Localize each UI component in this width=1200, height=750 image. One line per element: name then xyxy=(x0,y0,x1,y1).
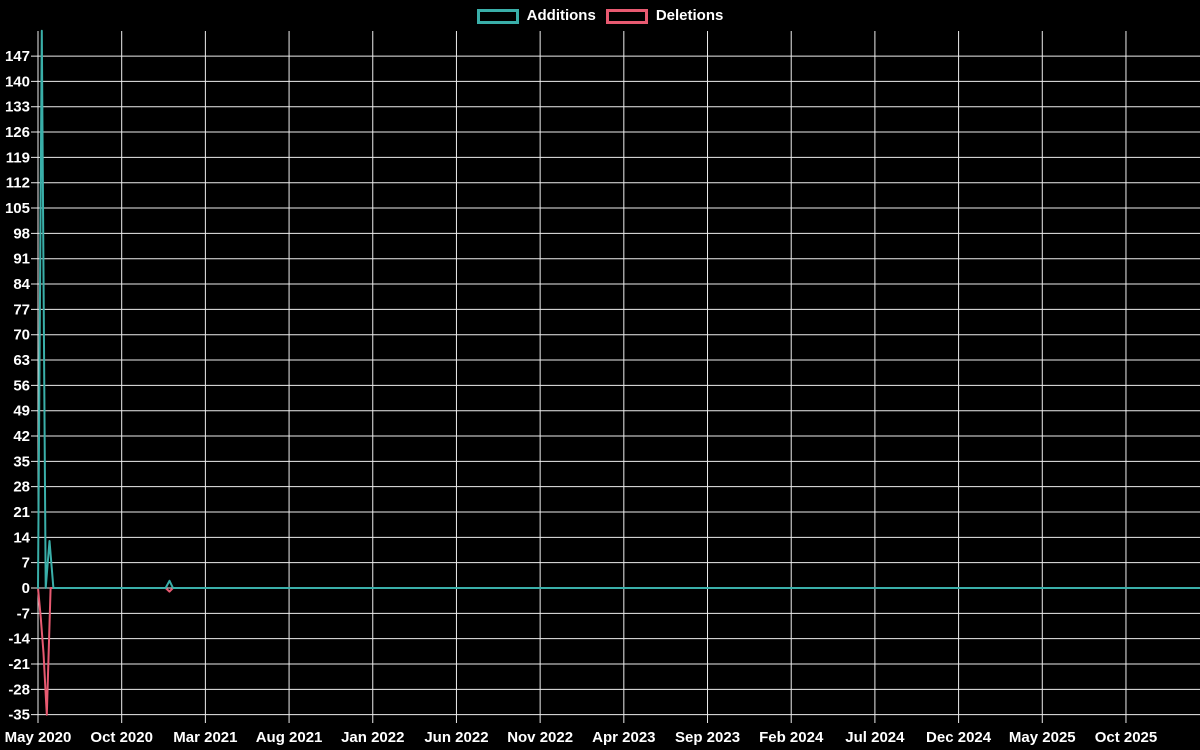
chart-legend: Additions Deletions xyxy=(0,8,1200,24)
x-tick-label: Nov 2022 xyxy=(507,729,573,746)
y-tick-label: 119 xyxy=(6,149,30,166)
gridlines xyxy=(31,31,1200,723)
x-tick-label: Sep 2023 xyxy=(675,729,740,746)
y-tick-label: 126 xyxy=(5,124,30,141)
x-tick-label: Oct 2025 xyxy=(1095,729,1158,746)
y-tick-label: 21 xyxy=(13,504,30,521)
y-tick-label: -14 xyxy=(8,631,30,648)
legend-item-additions[interactable]: Additions xyxy=(476,7,596,24)
y-tick-label: 112 xyxy=(6,175,30,192)
x-tick-label: Apr 2023 xyxy=(592,729,655,746)
legend-label-additions: Additions xyxy=(526,7,596,24)
y-tick-label: 42 xyxy=(13,428,30,445)
x-tick-label: Jun 2022 xyxy=(424,729,488,746)
x-tick-label: Dec 2024 xyxy=(926,729,992,746)
legend-label-deletions: Deletions xyxy=(655,7,724,24)
x-tick-label: Aug 2021 xyxy=(256,729,323,746)
y-tick-label: 147 xyxy=(5,48,30,65)
deletions-line xyxy=(37,587,1200,716)
y-tick-label: 49 xyxy=(13,403,30,420)
y-tick-label: 14 xyxy=(13,529,30,546)
y-tick-label: -35 xyxy=(8,707,30,724)
x-tick-label: Feb 2024 xyxy=(759,729,824,746)
y-tick-label: 56 xyxy=(13,377,30,394)
y-tick-label: -21 xyxy=(8,656,30,673)
y-tick-label: -28 xyxy=(8,681,30,698)
y-tick-label: 133 xyxy=(5,99,30,116)
series-lines xyxy=(37,29,1200,716)
additions-swatch-icon xyxy=(476,8,519,24)
deletions-swatch-icon xyxy=(605,8,648,24)
y-tick-label: 0 xyxy=(22,580,30,597)
legend-item-deletions[interactable]: Deletions xyxy=(605,7,724,24)
y-tick-label: 77 xyxy=(13,301,30,318)
axis-labels: 1471401331261191121059891847770635649423… xyxy=(5,48,1158,746)
x-tick-label: Jul 2024 xyxy=(845,729,905,746)
x-tick-label: May 2025 xyxy=(1009,729,1076,746)
y-tick-label: 84 xyxy=(13,276,30,293)
y-tick-label: 140 xyxy=(5,73,30,90)
y-tick-label: 105 xyxy=(5,200,30,217)
y-tick-label: 7 xyxy=(22,555,30,572)
y-tick-label: -7 xyxy=(17,605,30,622)
y-tick-label: 35 xyxy=(13,453,30,470)
y-tick-label: 91 xyxy=(13,251,30,268)
y-tick-label: 70 xyxy=(13,327,30,344)
x-tick-label: May 2020 xyxy=(5,729,72,746)
x-tick-label: Mar 2021 xyxy=(173,729,237,746)
additions-line xyxy=(37,29,1200,589)
y-tick-label: 63 xyxy=(13,352,30,369)
x-tick-label: Jan 2022 xyxy=(341,729,404,746)
y-tick-label: 98 xyxy=(13,225,30,242)
y-tick-label: 28 xyxy=(13,479,30,496)
x-tick-label: Oct 2020 xyxy=(90,729,153,746)
